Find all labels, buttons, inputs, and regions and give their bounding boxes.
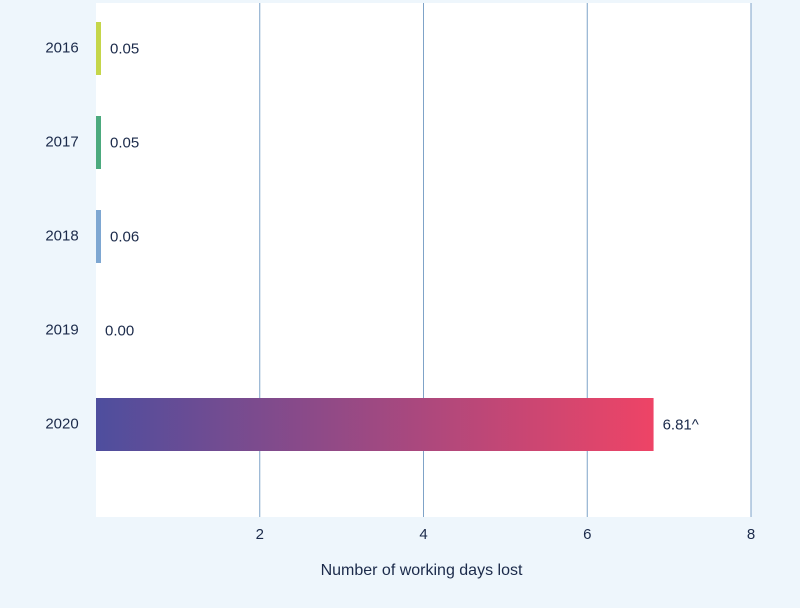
value-label-2020: 6.81^ [663, 416, 699, 433]
x-tick-labels: 2 4 6 8 [256, 526, 756, 543]
x-tick-label: 6 [583, 526, 591, 543]
x-tick-label: 4 [419, 526, 427, 543]
bar-2016 [96, 22, 101, 75]
year-label-2020: 2020 [45, 415, 78, 432]
value-label-2016: 0.05 [110, 40, 139, 57]
bar-2017 [96, 116, 101, 169]
year-label-2016: 2016 [45, 39, 78, 56]
x-tick-label: 2 [256, 526, 264, 543]
year-label-2019: 2019 [45, 321, 78, 338]
x-axis-title: Number of working days lost [321, 562, 523, 579]
value-label-2017: 0.05 [110, 134, 139, 151]
bar-2018 [96, 210, 101, 263]
x-tick-label: 8 [747, 526, 755, 543]
year-label-2017: 2017 [45, 133, 78, 150]
value-label-2019: 0.00 [105, 322, 134, 339]
bars [96, 22, 654, 451]
bar-2020 [96, 398, 654, 451]
year-label-2018: 2018 [45, 227, 78, 244]
year-labels: 2016 2017 2018 2019 2020 [45, 39, 78, 432]
value-label-2018: 0.06 [110, 228, 139, 245]
value-labels: 0.05 0.05 0.06 0.00 6.81^ [105, 40, 699, 433]
